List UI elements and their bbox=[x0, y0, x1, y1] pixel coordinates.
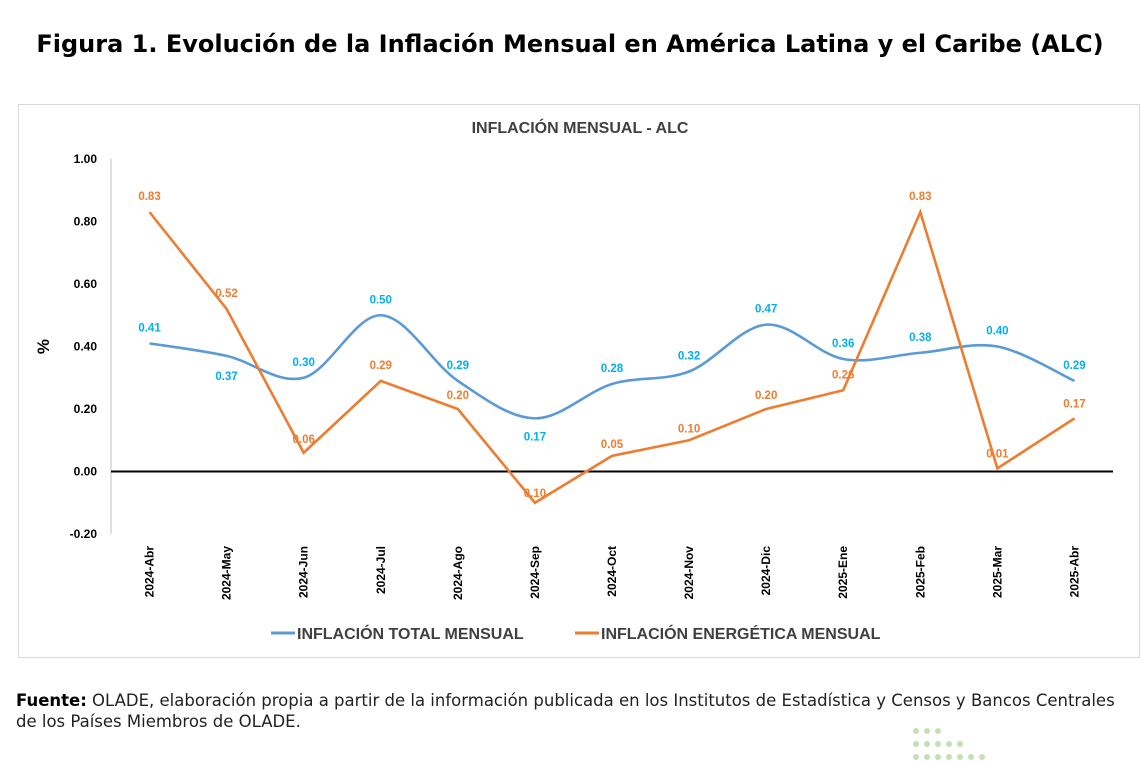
data-label-energy: 0.20 bbox=[447, 390, 469, 402]
data-label-total: 0.29 bbox=[1063, 360, 1085, 372]
x-tick-label: 2025-Ene bbox=[836, 546, 850, 599]
data-labels: 0.41 0.37 0.30 0.50 0.29 0.17 0.28 0.32 0.47 0.36… bbox=[138, 191, 1085, 500]
y-tick-label: 0.00 bbox=[74, 465, 98, 479]
decorative-dot bbox=[935, 728, 941, 734]
x-tick-label: 2024-Dic bbox=[759, 546, 773, 596]
data-label-energy: 0.20 bbox=[755, 390, 777, 402]
legend-label-total: INFLACIÓN TOTAL MENSUAL bbox=[297, 624, 524, 643]
y-tick-label: 0.80 bbox=[74, 215, 98, 229]
x-tick-label: 2025-Abr bbox=[1067, 546, 1081, 598]
y-tick-label: 0.20 bbox=[74, 402, 98, 416]
x-tick-label: 2024-Nov bbox=[682, 546, 696, 600]
data-label-total: 0.32 bbox=[678, 351, 700, 363]
series-line-total bbox=[149, 313, 1075, 420]
data-label-energy: 0.01 bbox=[986, 448, 1009, 460]
decorative-dot bbox=[935, 754, 941, 760]
data-label-energy: 0.10 bbox=[678, 423, 700, 435]
decorative-dot bbox=[957, 754, 963, 760]
data-label-energy: 0.29 bbox=[370, 360, 392, 372]
data-label-total: 0.36 bbox=[832, 338, 854, 350]
series-line-energy bbox=[148, 208, 1076, 505]
decorative-dot bbox=[924, 754, 930, 760]
data-label-total: 0.29 bbox=[447, 360, 469, 372]
source-label: Fuente: bbox=[16, 691, 87, 710]
decorative-dot bbox=[979, 754, 985, 760]
decorative-dot bbox=[924, 741, 930, 747]
chart-frame: INFLACIÓN MENSUAL - ALC % 1.00 0.80 0.60 0.… bbox=[18, 104, 1140, 658]
x-tick-label: 2025-Feb bbox=[913, 546, 927, 598]
decorative-dot bbox=[946, 741, 952, 747]
y-tick-label: -0.20 bbox=[70, 527, 98, 541]
data-label-energy: 0.05 bbox=[601, 439, 624, 451]
data-label-total: 0.17 bbox=[524, 431, 546, 443]
data-label-energy: 0.10 bbox=[524, 488, 546, 500]
decorative-dots bbox=[913, 728, 985, 760]
data-label-energy: 0.17 bbox=[1063, 398, 1085, 410]
decorative-dot bbox=[924, 728, 930, 734]
decorative-dot bbox=[913, 728, 919, 734]
decorative-dot bbox=[913, 754, 919, 760]
x-tick-label: 2024-May bbox=[220, 546, 234, 600]
y-tick-label: 0.40 bbox=[74, 340, 98, 354]
data-label-total: 0.50 bbox=[370, 294, 392, 306]
data-label-total: 0.40 bbox=[986, 326, 1008, 338]
data-label-energy: 0.06 bbox=[292, 434, 314, 446]
decorative-dot bbox=[935, 741, 941, 747]
line-chart: INFLACIÓN MENSUAL - ALC % 1.00 0.80 0.60 0.… bbox=[34, 118, 1113, 643]
legend: INFLACIÓN TOTAL MENSUAL INFLACIÓN ENERGÉT… bbox=[271, 624, 881, 643]
y-axis-label: % bbox=[34, 339, 53, 354]
data-label-energy: 0.83 bbox=[909, 191, 931, 203]
decorative-dot bbox=[957, 741, 963, 747]
x-axis: 2024-Abr 2024-May 2024-Jun 2024-Jul 2024-Ago… bbox=[111, 470, 1113, 600]
source-text: OLADE, elaboración propia a partir de la… bbox=[16, 691, 1115, 731]
data-label-energy: 0.26 bbox=[832, 369, 854, 381]
x-tick-label: 2024-Abr bbox=[143, 546, 157, 598]
data-label-total: 0.28 bbox=[601, 363, 624, 375]
data-label-total: 0.47 bbox=[755, 304, 777, 316]
x-tick-label: 2024-Oct bbox=[605, 546, 619, 597]
data-label-total: 0.38 bbox=[909, 332, 932, 344]
data-label-energy: 0.83 bbox=[138, 191, 160, 203]
decorative-dot bbox=[946, 754, 952, 760]
figure-title: Figura 1. Evolución de la Inflación Mens… bbox=[36, 30, 1104, 58]
x-tick-label: 2025-Mar bbox=[990, 546, 1004, 598]
y-tick-label: 1.00 bbox=[74, 152, 98, 166]
y-axis: 1.00 0.80 0.60 0.40 0.20 0.00 -0.20 bbox=[70, 152, 112, 541]
source-note: Fuente: OLADE, elaboración propia a part… bbox=[16, 690, 1140, 732]
x-tick-label: 2024-Jun bbox=[297, 546, 311, 598]
decorative-dot bbox=[968, 754, 974, 760]
legend-label-energy: INFLACIÓN ENERGÉTICA MENSUAL bbox=[601, 624, 881, 643]
data-label-total: 0.37 bbox=[215, 371, 237, 383]
chart-title: INFLACIÓN MENSUAL - ALC bbox=[472, 118, 689, 137]
decorative-dot bbox=[913, 741, 919, 747]
y-tick-label: 0.60 bbox=[74, 277, 98, 291]
data-label-energy: 0.52 bbox=[215, 288, 237, 300]
x-tick-label: 2024-Sep bbox=[528, 546, 542, 599]
data-label-total: 0.30 bbox=[292, 357, 314, 369]
x-tick-label: 2024-Ago bbox=[451, 546, 465, 600]
series-lines bbox=[148, 208, 1076, 505]
x-tick-label: 2024-Jul bbox=[374, 546, 388, 594]
data-label-total: 0.41 bbox=[138, 322, 161, 334]
